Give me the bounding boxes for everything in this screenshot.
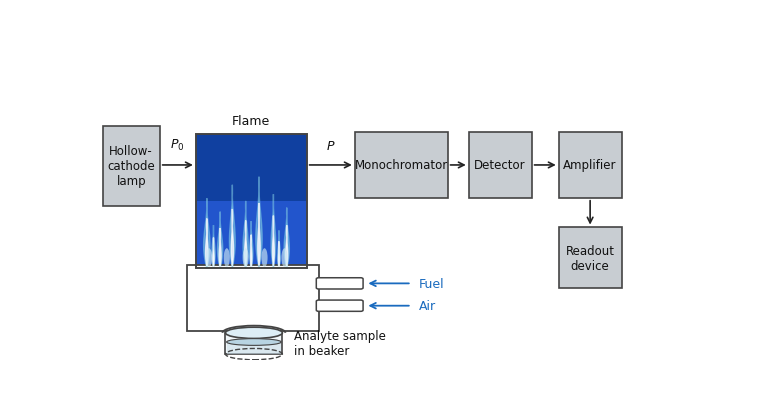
Ellipse shape xyxy=(262,249,268,267)
Text: Air: Air xyxy=(419,299,436,312)
Bar xyxy=(559,228,622,289)
Ellipse shape xyxy=(242,249,248,267)
Bar xyxy=(247,331,259,333)
Ellipse shape xyxy=(227,339,281,345)
Bar xyxy=(103,126,159,206)
Ellipse shape xyxy=(206,249,212,267)
Polygon shape xyxy=(213,238,214,267)
Polygon shape xyxy=(231,209,234,266)
Polygon shape xyxy=(249,222,253,269)
Bar xyxy=(354,133,447,198)
FancyBboxPatch shape xyxy=(317,278,363,289)
Bar xyxy=(225,333,283,354)
Bar xyxy=(559,133,622,198)
Polygon shape xyxy=(243,201,248,269)
FancyBboxPatch shape xyxy=(317,301,363,311)
Text: Readout
device: Readout device xyxy=(566,244,615,272)
Ellipse shape xyxy=(224,249,230,267)
Polygon shape xyxy=(272,216,274,266)
Bar xyxy=(469,133,532,198)
Polygon shape xyxy=(219,228,221,267)
Polygon shape xyxy=(204,199,210,269)
Bar xyxy=(196,134,307,201)
Polygon shape xyxy=(206,219,208,266)
Bar xyxy=(196,201,307,269)
Ellipse shape xyxy=(282,249,288,267)
Bar xyxy=(227,342,281,354)
Polygon shape xyxy=(229,185,235,269)
Polygon shape xyxy=(258,204,260,266)
Text: Flame: Flame xyxy=(232,115,270,128)
Text: Analyte sample
in beaker: Analyte sample in beaker xyxy=(294,330,386,358)
Text: Hollow-
cathode
lamp: Hollow- cathode lamp xyxy=(108,145,155,188)
Text: $P$: $P$ xyxy=(326,140,335,153)
Polygon shape xyxy=(255,177,262,269)
Text: Monochromator: Monochromator xyxy=(354,159,448,172)
Text: Fuel: Fuel xyxy=(419,277,444,290)
Ellipse shape xyxy=(225,327,283,339)
Polygon shape xyxy=(284,208,289,269)
Bar xyxy=(187,265,319,331)
Text: Detector: Detector xyxy=(474,159,526,172)
Polygon shape xyxy=(245,221,247,266)
Bar xyxy=(196,134,307,269)
Polygon shape xyxy=(286,226,288,266)
Text: $P_0$: $P_0$ xyxy=(170,138,185,153)
Polygon shape xyxy=(271,195,276,269)
Polygon shape xyxy=(251,235,252,267)
Text: Amplifier: Amplifier xyxy=(563,159,617,172)
Polygon shape xyxy=(217,212,223,269)
Polygon shape xyxy=(278,231,280,269)
Polygon shape xyxy=(212,226,215,269)
